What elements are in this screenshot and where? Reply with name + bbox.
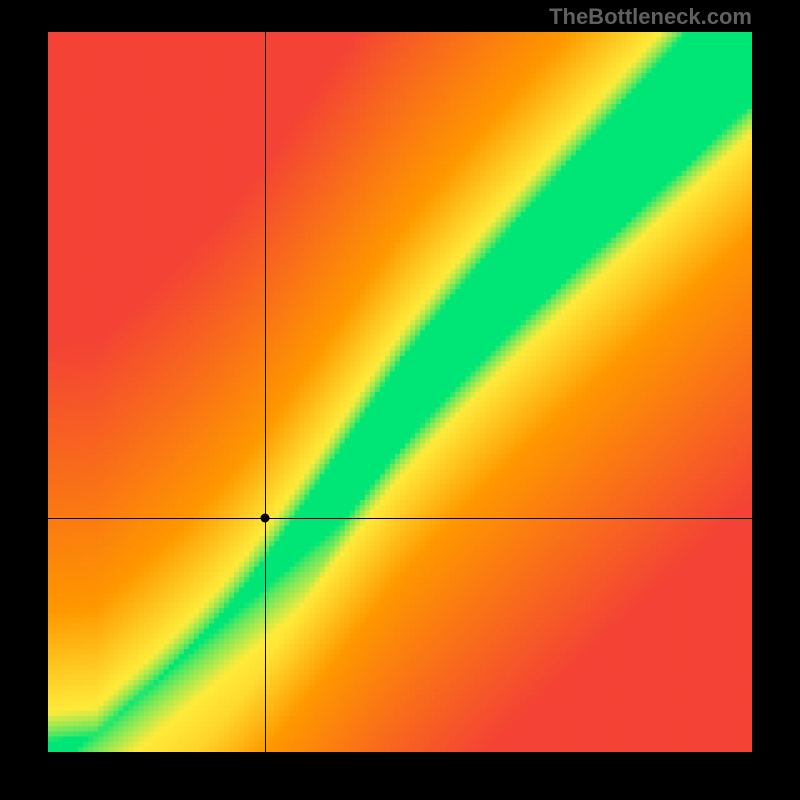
heatmap-canvas — [48, 32, 752, 752]
plot-area — [48, 32, 752, 752]
crosshair-vertical — [265, 32, 266, 752]
crosshair-horizontal — [48, 518, 752, 519]
watermark-text: TheBottleneck.com — [549, 4, 752, 30]
crosshair-marker — [260, 514, 269, 523]
